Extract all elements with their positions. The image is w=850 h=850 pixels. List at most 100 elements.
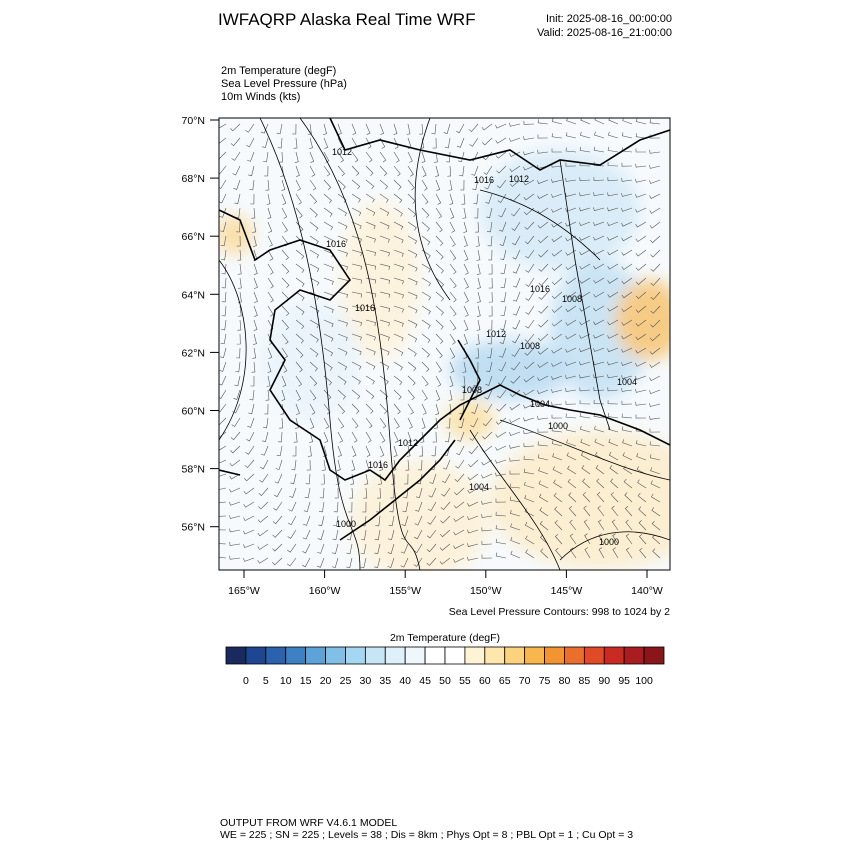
wind-barb (421, 347, 430, 358)
wind-barb (621, 333, 633, 340)
wind-barb (393, 403, 401, 415)
wind-barb (458, 151, 465, 163)
wind-barb (435, 249, 444, 260)
wind-barb (525, 549, 535, 559)
wind-barb (431, 123, 437, 135)
wind-barb (463, 249, 469, 261)
wind-barb (295, 319, 305, 330)
wind-barb (555, 547, 563, 559)
wind-barb (621, 177, 633, 182)
wind-barb (449, 263, 457, 275)
wind-barb (467, 543, 479, 547)
lon-label: 145°W (551, 585, 583, 597)
wind-barb (449, 277, 457, 289)
wind-barb (498, 361, 507, 372)
wind-barb (635, 319, 647, 327)
wind-barb (537, 454, 549, 461)
wind-barb (392, 459, 397, 471)
wind-barb (625, 519, 633, 531)
wind-barb (482, 431, 493, 440)
wind-barb (649, 441, 661, 447)
wind-barb (551, 440, 563, 447)
wind-barb (219, 557, 227, 559)
wind-barb (495, 459, 507, 464)
wind-barb (551, 305, 563, 313)
wind-barb (323, 305, 334, 313)
wind-barb (638, 506, 647, 517)
wind-barb (551, 427, 563, 433)
wind-barb (337, 291, 349, 299)
wind-barb (475, 333, 480, 345)
wind-barb (525, 277, 535, 287)
wind-barb (524, 508, 535, 517)
wind-barb (295, 333, 304, 344)
wind-barb (449, 347, 456, 359)
wind-barb (288, 501, 297, 512)
wind-barb (287, 543, 297, 553)
wind-barb (565, 347, 577, 353)
colorbar-label: 60 (479, 675, 491, 687)
wind-barb (551, 347, 563, 354)
wind-barb (331, 557, 339, 568)
wind-barb (252, 235, 257, 247)
colorbar-box (345, 646, 366, 665)
wind-barb (583, 505, 591, 517)
wind-barb (467, 515, 479, 520)
wind-barb (351, 165, 360, 176)
wind-barb (229, 473, 241, 480)
wind-barb (421, 151, 426, 163)
wind-barb (351, 417, 359, 429)
wind-barb (393, 151, 400, 163)
wind-barb (421, 375, 429, 387)
contour-label: 1000 (336, 519, 356, 529)
contour-label: 1004 (617, 377, 637, 387)
wind-barb (551, 414, 563, 419)
wind-barb (276, 445, 283, 457)
contour-label: 1016 (326, 239, 346, 249)
wind-barb (537, 235, 549, 244)
wind-barb (435, 389, 441, 401)
wind-barb (469, 137, 479, 147)
wind-barb (579, 192, 591, 197)
wind-barb (467, 501, 479, 507)
wind-barb (337, 137, 343, 149)
colorbar-box (384, 646, 406, 665)
wind-barb (579, 221, 591, 227)
wind-barb (593, 277, 605, 284)
wind-barb (538, 493, 549, 503)
wind-barb (379, 375, 389, 385)
wind-barb (309, 137, 313, 149)
wind-barb (237, 319, 242, 331)
wind-barb (596, 478, 605, 489)
wind-barb (253, 277, 258, 289)
wind-barb (551, 291, 563, 299)
wind-barb (246, 137, 255, 148)
wind-barb (625, 547, 633, 559)
wind-barb (607, 192, 619, 197)
wind-barb (393, 277, 404, 285)
wind-barb (579, 333, 591, 339)
wind-barb (525, 263, 535, 273)
wind-barb (511, 221, 521, 231)
wind-barb (638, 520, 647, 531)
wind-barb (320, 473, 325, 485)
wind-barb (272, 557, 283, 566)
wind-barb (500, 249, 507, 261)
wind-barb (565, 291, 577, 299)
wind-barb (524, 333, 535, 343)
wind-barb (245, 123, 255, 133)
wind-barb (525, 249, 535, 259)
colorbar-label: 70 (519, 675, 531, 687)
wind-barb (495, 498, 507, 503)
wind-barb (337, 165, 345, 177)
colorbar-box (424, 646, 446, 665)
wind-barb (565, 387, 577, 392)
wind-barb (635, 361, 647, 367)
wind-barb (435, 347, 443, 359)
wind-barb (219, 445, 227, 451)
wind-barb (509, 165, 521, 173)
wind-barb (509, 431, 521, 436)
wind-barb (309, 179, 317, 191)
wind-barb (565, 221, 577, 227)
wind-barb (639, 547, 647, 559)
